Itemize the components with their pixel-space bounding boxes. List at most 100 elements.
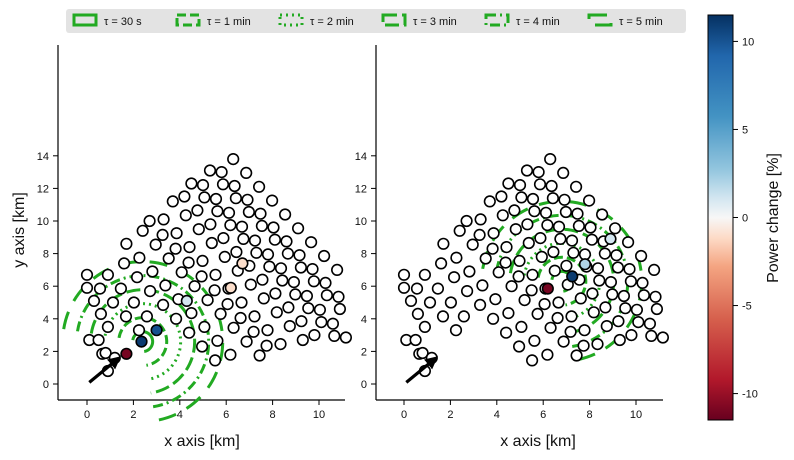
right-turbine <box>587 306 600 319</box>
left-turbine <box>217 232 230 245</box>
left-turbine <box>146 265 159 278</box>
right-turbine <box>552 220 566 233</box>
left-turbine <box>211 334 224 347</box>
legend-label: τ = 3 min <box>413 16 457 28</box>
right-turbine <box>476 279 489 292</box>
left-turbine <box>117 257 131 270</box>
right-turbine <box>593 274 606 287</box>
right-turbine <box>409 333 422 347</box>
left-turbine <box>92 333 105 347</box>
right-turbine <box>569 180 583 193</box>
left-ytick-label: 4 <box>43 314 49 326</box>
right-turbine <box>505 280 518 293</box>
legend-label: τ = 2 min <box>310 16 354 28</box>
legend-label: τ = 4 min <box>516 16 560 28</box>
left-turbine <box>296 333 309 347</box>
right-turbine <box>526 192 540 206</box>
right-turbine <box>499 256 512 269</box>
left-turbine <box>281 247 295 260</box>
left-turbine <box>106 296 120 309</box>
right-turbine <box>656 331 670 344</box>
right-turbine <box>521 218 534 231</box>
right-wind-arrow-line <box>405 356 438 384</box>
right-turbine <box>611 261 625 274</box>
right-turbine <box>613 333 626 347</box>
right-turbine <box>466 238 479 251</box>
right-turbine <box>623 263 636 276</box>
left-turbine <box>196 254 209 267</box>
right-turbine <box>619 302 632 315</box>
left-contour-dotted <box>103 302 183 381</box>
left-turbine <box>307 275 321 288</box>
left-turbine <box>195 270 208 283</box>
right-turbine <box>418 268 432 281</box>
colorbar-tick-label: 10 <box>742 36 754 48</box>
left-turbine <box>248 310 261 323</box>
right-turbine <box>574 292 587 305</box>
right-turbine <box>591 338 604 351</box>
left-turbine <box>175 266 188 279</box>
colorbar-tick-label: 0 <box>742 213 748 225</box>
left-turbine <box>263 260 276 273</box>
left-turbine <box>283 320 296 333</box>
right-turbine <box>397 268 411 281</box>
colorbar-bar <box>707 14 734 421</box>
right-turbine <box>578 324 591 337</box>
right-turbine <box>411 307 425 321</box>
right-turbine <box>449 324 463 337</box>
left-turbine <box>224 348 237 361</box>
left-turbine <box>203 164 217 177</box>
left-axes-spines <box>57 45 345 401</box>
left-turbine <box>227 153 240 166</box>
left-turbine <box>101 268 114 281</box>
left-turbine <box>318 249 331 263</box>
left-turbine <box>274 338 287 351</box>
right-turbine <box>570 349 583 362</box>
left-turbine <box>250 246 263 259</box>
left-turbine <box>196 340 209 353</box>
right-turbine <box>643 317 657 330</box>
right-contour-dotted <box>522 241 602 321</box>
left-wind-arrow-line <box>88 356 121 384</box>
left-ylabel: y axis [km] <box>11 192 28 268</box>
right-turbine <box>545 179 558 193</box>
right-turbine <box>489 293 502 306</box>
right-turbine <box>559 205 573 219</box>
right-turbine <box>625 329 638 342</box>
right-ytick-label: 2 <box>361 346 367 358</box>
right-ytick-label: 12 <box>355 183 367 195</box>
left-turbine <box>162 252 175 265</box>
left-turbine-colored <box>150 324 163 337</box>
left-xtick-label: 0 <box>84 409 90 421</box>
right-turbine <box>531 307 544 321</box>
right-turbine <box>444 296 458 309</box>
left-turbine <box>185 177 198 190</box>
left-turbine <box>276 274 289 287</box>
left-turbine <box>234 311 247 325</box>
left-turbine <box>248 234 262 247</box>
right-turbine <box>453 224 466 237</box>
left-turbine <box>201 294 214 307</box>
left-turbine <box>260 339 273 352</box>
right-turbine-colored <box>566 270 579 283</box>
left-turbine <box>266 194 279 207</box>
right-turbine <box>457 310 471 323</box>
right-turbine <box>483 195 496 208</box>
right-turbine <box>410 282 424 295</box>
right-xlabel: x axis [km] <box>500 433 576 450</box>
right-turbine <box>525 284 538 297</box>
left-turbine <box>222 206 236 219</box>
left-turbine <box>240 166 253 179</box>
right-turbine <box>528 334 541 347</box>
right-xtick-label: 2 <box>447 409 453 421</box>
left-turbine <box>80 281 94 294</box>
left-turbine <box>280 235 293 248</box>
right-turbine <box>647 263 661 277</box>
left-turbine <box>253 349 266 362</box>
right-turbine <box>423 296 437 309</box>
right-turbine <box>496 209 509 222</box>
left-turbine <box>209 354 222 367</box>
left-turbines <box>80 153 353 378</box>
right-turbine <box>551 311 564 325</box>
